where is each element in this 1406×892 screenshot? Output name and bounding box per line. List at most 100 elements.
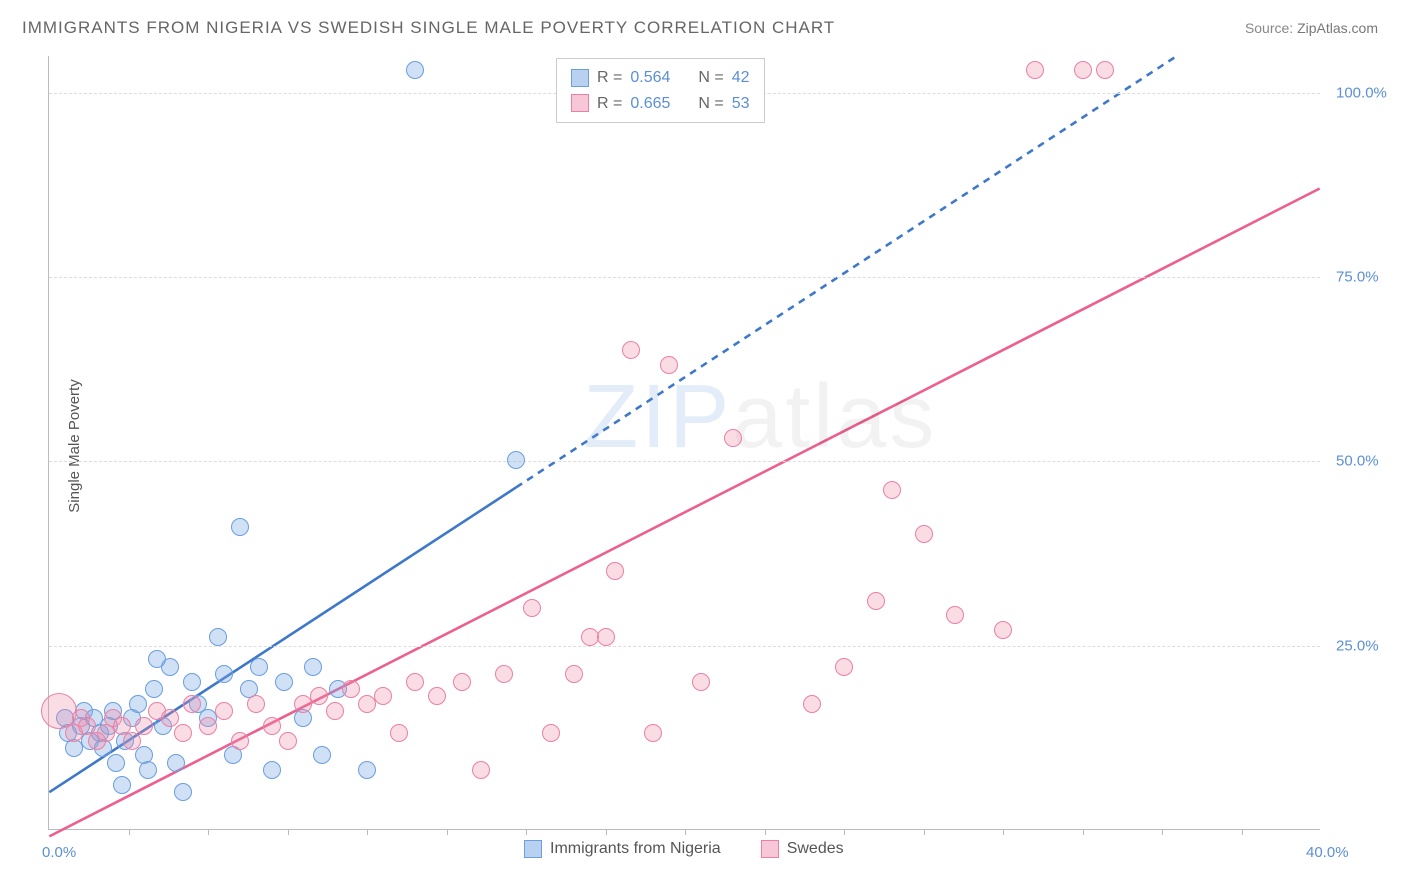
gridline: [49, 277, 1320, 278]
scatter-point: [326, 702, 344, 720]
x-minor-tick: [844, 829, 845, 835]
x-minor-tick: [367, 829, 368, 835]
scatter-point: [523, 599, 541, 617]
x-minor-tick: [447, 829, 448, 835]
x-minor-tick: [685, 829, 686, 835]
watermark-prefix: ZIP: [583, 367, 732, 467]
scatter-point: [1026, 61, 1044, 79]
x-minor-tick: [924, 829, 925, 835]
legend-r-value: 0.665: [630, 91, 670, 117]
x-minor-tick: [1083, 829, 1084, 835]
scatter-point: [275, 673, 293, 691]
scatter-point: [542, 724, 560, 742]
scatter-point: [161, 709, 179, 727]
correlation-legend: R =0.564N =42R =0.665N =53: [556, 58, 765, 123]
scatter-point: [472, 761, 490, 779]
x-minor-tick: [208, 829, 209, 835]
legend-row: R =0.665N =53: [571, 91, 750, 117]
chart-title: IMMIGRANTS FROM NIGERIA VS SWEDISH SINGL…: [22, 18, 835, 38]
y-tick-label: 50.0%: [1336, 453, 1379, 470]
scatter-point: [183, 673, 201, 691]
scatter-point: [724, 429, 742, 447]
scatter-point: [250, 658, 268, 676]
x-minor-tick: [606, 829, 607, 835]
scatter-point: [123, 732, 141, 750]
y-tick-label: 100.0%: [1336, 84, 1387, 101]
x-minor-tick: [765, 829, 766, 835]
legend-r-value: 0.564: [630, 65, 670, 91]
scatter-point: [507, 451, 525, 469]
gridline: [49, 646, 1320, 647]
scatter-plot-area: ZIPatlas: [48, 56, 1320, 830]
scatter-point: [167, 754, 185, 772]
scatter-point: [406, 673, 424, 691]
scatter-point: [946, 606, 964, 624]
scatter-point: [883, 481, 901, 499]
watermark-suffix: atlas: [732, 367, 937, 467]
legend-r-prefix: R =: [597, 91, 622, 117]
legend-r-prefix: R =: [597, 65, 622, 91]
series-legend-item: Immigrants from Nigeria: [524, 840, 721, 858]
scatter-point: [313, 746, 331, 764]
scatter-point: [247, 695, 265, 713]
scatter-point: [342, 680, 360, 698]
x-axis-max-label: 40.0%: [1306, 844, 1349, 861]
scatter-point: [199, 717, 217, 735]
legend-n-prefix: N =: [698, 65, 723, 91]
scatter-point: [835, 658, 853, 676]
x-axis-origin-label: 0.0%: [42, 844, 76, 861]
scatter-point: [565, 665, 583, 683]
y-tick-label: 75.0%: [1336, 269, 1379, 286]
scatter-point: [174, 783, 192, 801]
scatter-point: [644, 724, 662, 742]
scatter-point: [183, 695, 201, 713]
scatter-point: [139, 761, 157, 779]
scatter-point: [428, 687, 446, 705]
scatter-point: [215, 702, 233, 720]
legend-swatch: [571, 94, 589, 112]
scatter-point: [113, 776, 131, 794]
x-minor-tick: [1162, 829, 1163, 835]
scatter-point: [622, 341, 640, 359]
scatter-point: [495, 665, 513, 683]
x-minor-tick: [129, 829, 130, 835]
trend-lines-layer: [49, 56, 1320, 829]
scatter-point: [1074, 61, 1092, 79]
scatter-point: [390, 724, 408, 742]
series-legend-label: Swedes: [787, 840, 844, 858]
legend-n-prefix: N =: [698, 91, 723, 117]
scatter-point: [263, 717, 281, 735]
scatter-point: [174, 724, 192, 742]
scatter-point: [606, 562, 624, 580]
scatter-point: [915, 525, 933, 543]
gridline: [49, 461, 1320, 462]
scatter-point: [406, 61, 424, 79]
watermark: ZIPatlas: [583, 366, 937, 469]
series-legend-label: Immigrants from Nigeria: [550, 840, 721, 858]
y-tick-label: 25.0%: [1336, 637, 1379, 654]
x-minor-tick: [1242, 829, 1243, 835]
scatter-point: [310, 687, 328, 705]
scatter-point: [215, 665, 233, 683]
legend-swatch: [761, 840, 779, 858]
scatter-point: [107, 754, 125, 772]
scatter-point: [231, 732, 249, 750]
legend-swatch: [524, 840, 542, 858]
scatter-point: [145, 680, 163, 698]
scatter-point: [135, 717, 153, 735]
x-minor-tick: [288, 829, 289, 835]
legend-row: R =0.564N =42: [571, 65, 750, 91]
source-value: ZipAtlas.com: [1297, 20, 1378, 36]
scatter-point: [304, 658, 322, 676]
scatter-point: [692, 673, 710, 691]
scatter-point: [358, 761, 376, 779]
scatter-point: [1096, 61, 1114, 79]
scatter-point: [994, 621, 1012, 639]
scatter-point: [129, 695, 147, 713]
scatter-point: [209, 628, 227, 646]
x-minor-tick: [526, 829, 527, 835]
scatter-point: [161, 658, 179, 676]
series-legend: Immigrants from Nigeria Swedes: [524, 840, 844, 858]
scatter-point: [263, 761, 281, 779]
scatter-point: [660, 356, 678, 374]
